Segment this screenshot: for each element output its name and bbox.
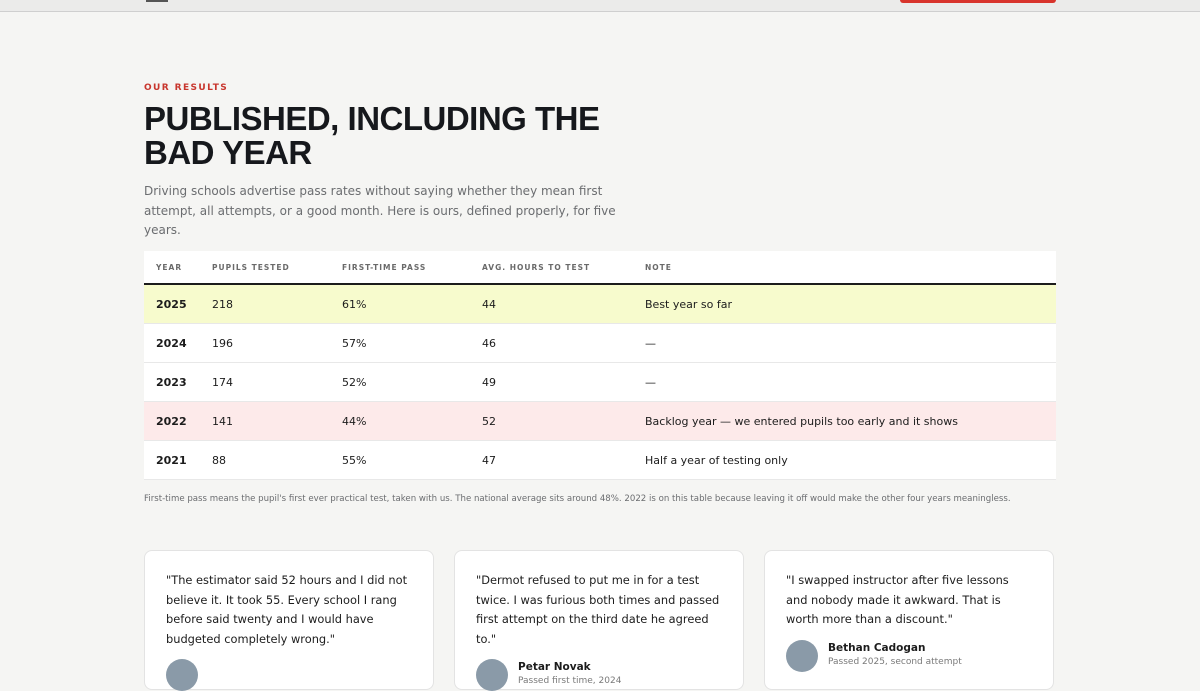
testimonial-card: "Dermot refused to put me in for a test …: [454, 550, 744, 691]
table-cell: 57%: [342, 323, 482, 363]
column-header: PUPILS TESTED: [212, 251, 342, 285]
section-title: PUBLISHED, INCLUDING THE BAD YEAR: [144, 100, 600, 171]
author-name: Bethan Cadogan: [828, 642, 926, 654]
table-cell: 49: [482, 362, 645, 402]
eyebrow: OUR RESULTS: [144, 83, 229, 93]
table-cell: —: [645, 362, 1056, 402]
table-cell: 55%: [342, 440, 482, 480]
top-nav: [0, 0, 1200, 12]
table-cell: 2025: [144, 284, 212, 324]
avatar: [786, 640, 818, 672]
table-cell: Half a year of testing only: [645, 440, 1056, 480]
table-cell: 52: [482, 401, 645, 441]
table-cell: 2024: [144, 323, 212, 363]
table-cell: 196: [212, 323, 342, 363]
table-row: 2022 141 44% 52 Backlog year — we entered pu…: [144, 401, 1056, 441]
table-cell: 88: [212, 440, 342, 480]
table-row: 2023 174 52% 49—: [144, 362, 1056, 402]
table-cell: Best year so far: [645, 284, 1056, 324]
author-detail: Passed first time, 2024: [518, 676, 622, 686]
table-cell: 141: [212, 401, 342, 441]
intro: Driving schools advertise pass rates wit…: [144, 184, 616, 237]
table-cell: 52%: [342, 362, 482, 402]
author-detail: Passed 2025, second attempt: [828, 657, 962, 667]
column-header: NOTE: [645, 251, 1056, 285]
table-row: 2025 218 61% 44 Best year so far: [144, 284, 1056, 324]
column-header: AVG. HOURS TO TEST: [482, 251, 645, 285]
column-header: YEAR: [144, 251, 212, 285]
testimonial-card: "The estimator said 52 hours and I did n…: [144, 550, 434, 691]
table-cell: 47: [482, 440, 645, 480]
table-cell: 46: [482, 323, 645, 363]
table-body: 2025 218 61% 44 Best year so far 2024 196 57% 46…: [144, 284, 1056, 480]
table-cell: 2023: [144, 362, 212, 402]
menu-icon[interactable]: [146, 0, 168, 2]
table-cell: 2021: [144, 440, 212, 480]
table-cell: 44%: [342, 401, 482, 441]
avatar: [166, 659, 198, 691]
table-cell: 44: [482, 284, 645, 324]
testimonial-card: "I swapped instructor after five lessons…: [764, 550, 1054, 690]
table-cell: 174: [212, 362, 342, 402]
quote: "I swapped instructor after five lessons…: [786, 573, 1009, 626]
table-row: 2024 196 57% 46—: [144, 323, 1056, 363]
table-cell: Backlog year — we entered pupils too ear…: [645, 401, 1056, 441]
table-cell: —: [645, 323, 1056, 363]
author-name: Petar Novak: [518, 661, 591, 673]
quote: "The estimator said 52 hours and I did n…: [166, 573, 408, 646]
column-header: FIRST-TIME PASS: [342, 251, 482, 285]
table-cell: 61%: [342, 284, 482, 324]
cta-button[interactable]: [900, 0, 1056, 3]
avatar: [476, 659, 508, 691]
quote: "Dermot refused to put me in for a test …: [476, 573, 720, 646]
results-table: YEAR PUPILS TESTED FIRST-TIME PASS AVG. HOU…: [144, 251, 1056, 480]
table-row: 2021 88 55% 47 Half a year of testing only: [144, 440, 1056, 480]
table-cell: 218: [212, 284, 342, 324]
table-cell: 2022: [144, 401, 212, 441]
footnote: First-time pass means the pupil's first …: [144, 494, 1011, 504]
header-row: YEAR PUPILS TESTED FIRST-TIME PASS AVG. HOU…: [144, 251, 1056, 285]
